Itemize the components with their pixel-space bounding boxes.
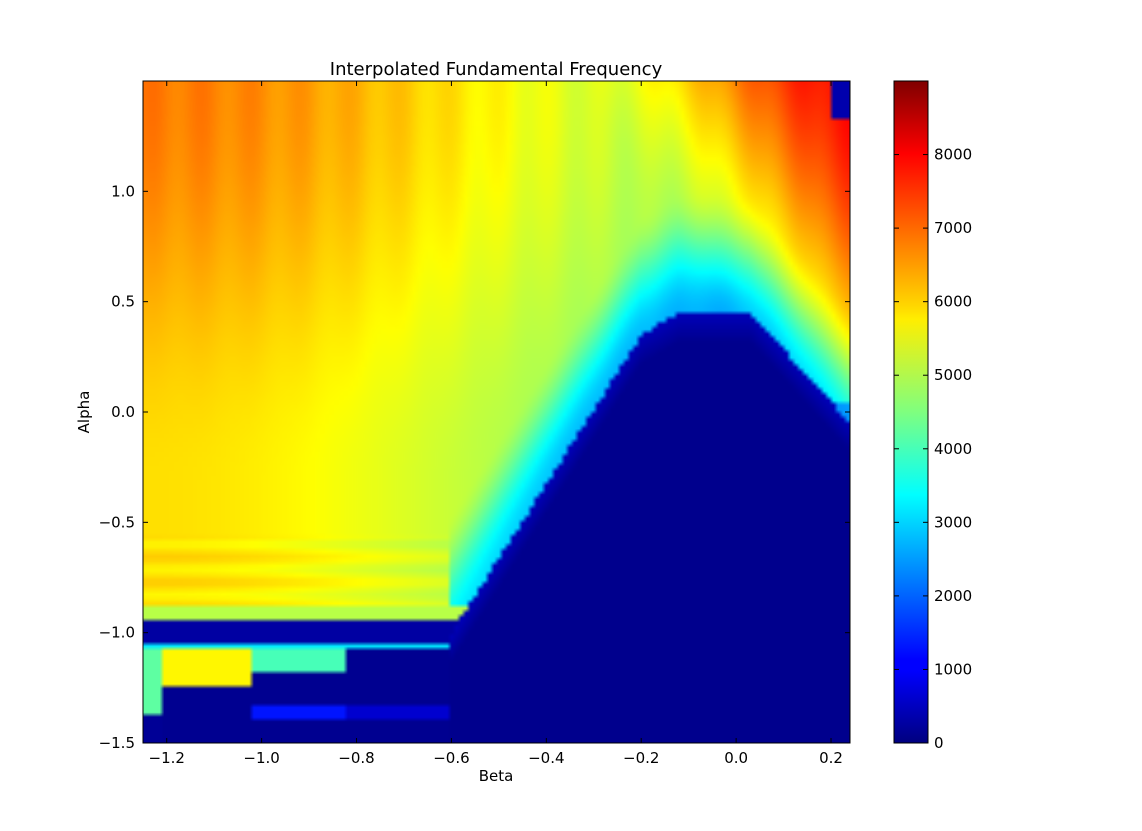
x-tick-label: −0.2	[623, 749, 659, 767]
y-tick-label: −0.5	[99, 513, 135, 531]
y-tick-label: −1.5	[99, 734, 135, 752]
colorbar-tick-label: 1000	[934, 660, 972, 678]
colorbar-tick-label: 4000	[934, 440, 972, 458]
x-axis: −1.2 −1.0 −0.8 −0.6 −0.4 −0.2 0.0 0.2	[149, 81, 843, 767]
x-tick-label: 0.2	[819, 749, 843, 767]
y-axis: −1.5 −1.0 −0.5 0.0 0.5 1.0	[99, 182, 850, 752]
colorbar-tick-label: 6000	[934, 293, 972, 311]
x-tick-label: −0.6	[433, 749, 469, 767]
y-axis-label: Alpha	[75, 391, 93, 434]
chart-title: Interpolated Fundamental Frequency	[330, 59, 663, 80]
colorbar-axis: 0 1000 2000 3000 4000 5000 6000 7000 8000	[894, 146, 972, 752]
colorbar-tick-label: 5000	[934, 366, 972, 384]
colorbar-tick-label: 7000	[934, 219, 972, 237]
y-tick-label: −1.0	[99, 624, 135, 642]
x-tick-label: −1.2	[149, 749, 185, 767]
colorbar-tick-label: 3000	[934, 513, 972, 531]
y-tick-label: 0.0	[111, 403, 135, 421]
colorbar-tick-label: 8000	[934, 146, 972, 164]
y-tick-label: 0.5	[111, 293, 135, 311]
heatmap-image	[143, 81, 850, 743]
plot-area	[143, 81, 850, 743]
x-tick-label: −1.0	[243, 749, 279, 767]
colorbar-tick-label: 2000	[934, 587, 972, 605]
x-tick-label: 0.0	[724, 749, 748, 767]
x-tick-label: −0.4	[528, 749, 564, 767]
colorbar-tick-label: 0	[934, 734, 944, 752]
y-tick-label: 1.0	[111, 182, 135, 200]
colorbar	[893, 80, 929, 744]
x-axis-label: Beta	[479, 767, 514, 785]
x-tick-label: −0.8	[338, 749, 374, 767]
